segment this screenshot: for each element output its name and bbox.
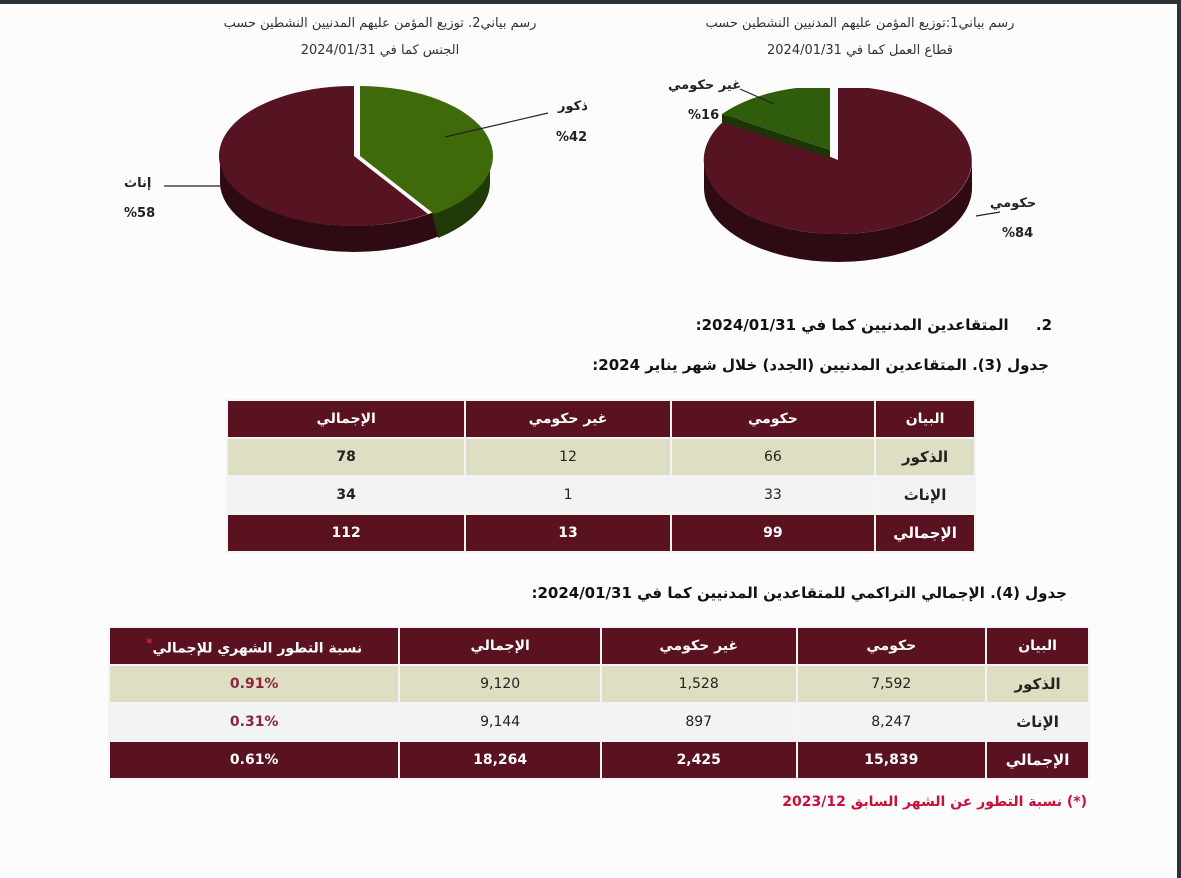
table3-header-nongov: غير حكومي xyxy=(464,399,672,439)
row-label: الإناث xyxy=(874,475,976,515)
chart2-pie xyxy=(218,86,493,252)
cell-gov: 7,592 xyxy=(795,664,988,704)
section-number: 2. xyxy=(1035,316,1052,334)
cell-total: 34 xyxy=(225,475,467,515)
table4-header-label: البيان xyxy=(985,626,1090,666)
chart1-title: رسم بياني1:توزيع المؤمن عليهم المدنيين ا… xyxy=(640,10,1080,64)
table3-header-label: البيان xyxy=(874,399,976,439)
cell-gov: 8,247 xyxy=(795,702,988,742)
table-row: الذكور 66 12 78 xyxy=(225,437,976,477)
window-scrollbar-edge[interactable] xyxy=(1177,0,1181,878)
footnote-star: * xyxy=(146,635,153,650)
table-row: الإناث 8,247 897 9,144 0.31% xyxy=(107,702,1090,742)
table4-footnote: (*) نسبة التطور عن الشهر السابق 2023/12 xyxy=(782,794,1087,810)
cell-nongov: 1,528 xyxy=(599,664,798,704)
chart2-label-female: إناث xyxy=(124,176,152,191)
chart2-pct-male: %42 xyxy=(556,130,588,145)
table4-header-nongov: غير حكومي xyxy=(599,626,798,666)
cell-gov: 33 xyxy=(669,475,877,515)
chart2-pct-female: %58 xyxy=(124,206,156,221)
row-label: الإجمالي xyxy=(874,513,976,553)
row-label: الإناث xyxy=(985,702,1090,742)
row-label: الإجمالي xyxy=(985,740,1090,780)
chart2-title: رسم بياني2. توزيع المؤمن عليهم المدنيين … xyxy=(200,10,560,64)
cell-total: 9,144 xyxy=(398,702,602,742)
chart2-title-line1: رسم بياني2. توزيع المؤمن عليهم المدنيين … xyxy=(223,16,537,31)
table3-caption: جدول (3). المتقاعدين المدنيين (الجدد) خل… xyxy=(592,356,1049,374)
cell-nongov: 2,425 xyxy=(599,740,798,780)
table3-header-total: الإجمالي xyxy=(225,399,467,439)
cell-gov: 15,839 xyxy=(795,740,988,780)
window-top-border xyxy=(0,0,1181,4)
cell-nongov: 13 xyxy=(464,513,672,553)
table4-header-growth: نسبة التطور الشهري للإجمالي* xyxy=(107,626,401,666)
chart2-label-male: ذكور xyxy=(558,99,588,114)
chart1-label-nongov: غير حكومي xyxy=(668,78,742,93)
table-row-total: الإجمالي 15,839 2,425 18,264 0.61% xyxy=(107,740,1090,780)
cell-nongov: 12 xyxy=(464,437,672,477)
table3-header-row: البيان حكومي غير حكومي الإجمالي xyxy=(225,399,976,439)
growth-header-text: نسبة التطور الشهري للإجمالي xyxy=(152,640,363,657)
table4-header-row: البيان حكومي غير حكومي الإجمالي نسبة الت… xyxy=(107,626,1090,666)
cell-growth: 0.31% xyxy=(107,702,401,742)
cell-gov: 66 xyxy=(669,437,877,477)
row-label: الذكور xyxy=(874,437,976,477)
table4-header-gov: حكومي xyxy=(795,626,988,666)
table4-caption: جدول (4). الإجمالي التراكمي للمتقاعدين ا… xyxy=(531,584,1067,602)
chart1-pie xyxy=(703,88,972,262)
chart1-title-line1: رسم بياني1:توزيع المؤمن عليهم المدنيين ا… xyxy=(705,16,1015,31)
chart1-leader-lines xyxy=(739,88,1001,217)
cell-total: 18,264 xyxy=(398,740,602,780)
cell-gov: 99 xyxy=(669,513,877,553)
table4-header-total: الإجمالي xyxy=(398,626,602,666)
chart1-pct-nongov: %16 xyxy=(688,108,720,123)
table-row-total: الإجمالي 99 13 112 xyxy=(225,513,976,553)
chart1-title-line2: قطاع العمل كما في 2024/01/31 xyxy=(767,43,953,58)
table4: البيان حكومي غير حكومي الإجمالي نسبة الت… xyxy=(107,626,1090,780)
cell-growth: 0.61% xyxy=(107,740,401,780)
table-row: الإناث 33 1 34 xyxy=(225,475,976,515)
chart1-label-gov: حكومي xyxy=(990,196,1037,211)
cell-total: 9,120 xyxy=(398,664,602,704)
chart2-title-line2: الجنس كما في 2024/01/31 xyxy=(300,43,460,58)
cell-growth: 0.91% xyxy=(107,664,401,704)
cell-total: 112 xyxy=(225,513,467,553)
section-heading: 2. المتقاعدين المدنيين كما في 2024/01/31… xyxy=(696,316,1052,334)
cell-total: 78 xyxy=(225,437,467,477)
section-heading-text: المتقاعدين المدنيين كما في 2024/01/31: xyxy=(695,316,1009,334)
row-label: الذكور xyxy=(985,664,1090,704)
chart1-pct-gov: %84 xyxy=(1002,226,1034,241)
table-row: الذكور 7,592 1,528 9,120 0.91% xyxy=(107,664,1090,704)
table3: البيان حكومي غير حكومي الإجمالي الذكور 6… xyxy=(225,399,976,553)
chart2-leader-lines xyxy=(164,112,549,187)
cell-nongov: 897 xyxy=(599,702,798,742)
table3-header-gov: حكومي xyxy=(669,399,877,439)
cell-nongov: 1 xyxy=(464,475,672,515)
document-page: رسم بياني1:توزيع المؤمن عليهم المدنيين ا… xyxy=(0,4,1177,878)
